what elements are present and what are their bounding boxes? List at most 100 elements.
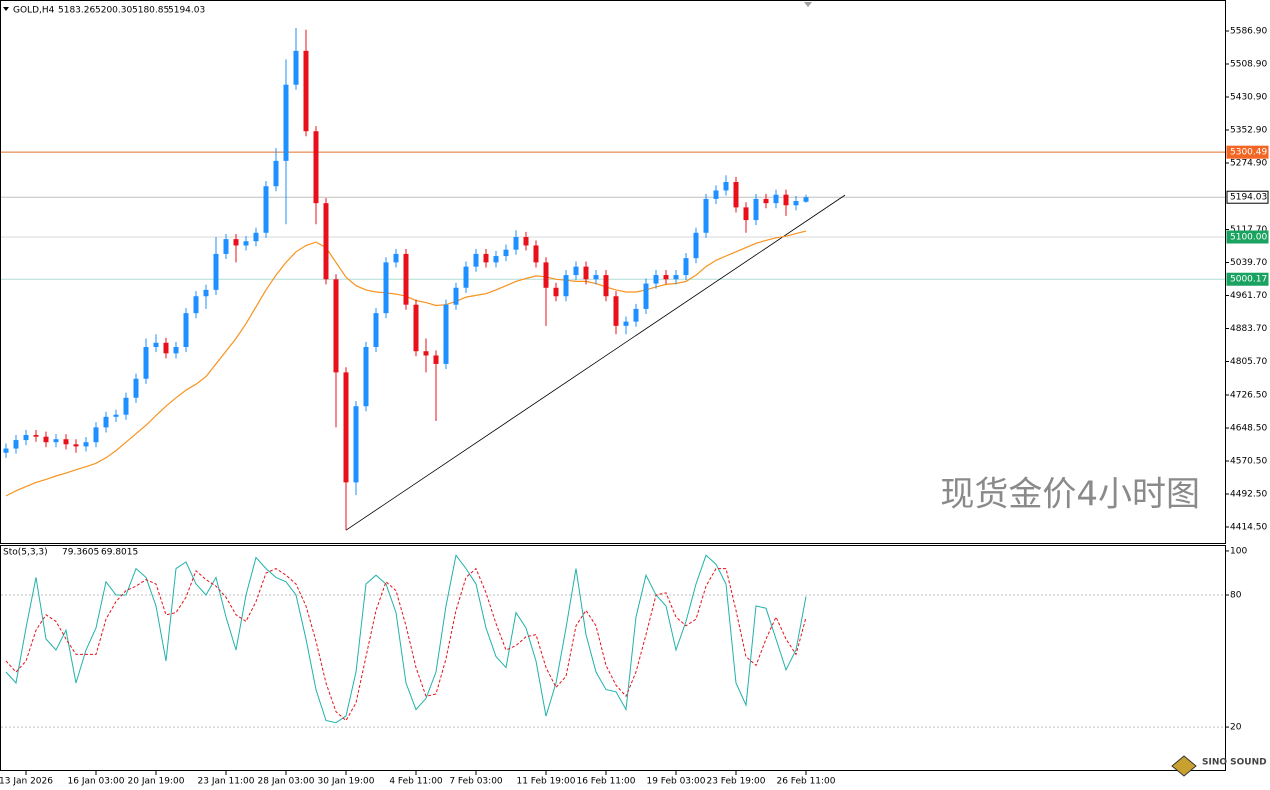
candle-body <box>43 436 49 443</box>
price-level-box <box>1226 145 1269 159</box>
candle <box>653 269 659 289</box>
candle-body <box>383 262 389 314</box>
candle <box>783 189 789 216</box>
candle <box>123 392 129 420</box>
candle-body <box>593 275 599 280</box>
quote-close: 5194.03 <box>168 6 205 16</box>
candle-body <box>253 232 259 242</box>
watermark: 现货金价4小时图 <box>940 475 1200 515</box>
x-tick-label: 16 Feb 11:00 <box>576 777 635 787</box>
candle <box>443 299 449 369</box>
candle-body <box>713 190 719 199</box>
x-tick-label: 13 Jan 2026 <box>0 777 53 787</box>
candle <box>723 175 729 196</box>
candle <box>613 291 619 335</box>
candle-body <box>213 253 219 290</box>
candle-body <box>613 296 619 326</box>
candle <box>313 126 319 225</box>
candle-body <box>743 207 749 221</box>
stochastic-panel <box>0 545 1226 771</box>
candle <box>473 248 479 272</box>
candle-body <box>133 378 139 398</box>
candle-body <box>243 241 249 246</box>
candle-body <box>323 203 329 280</box>
x-tick-label: 20 Jan 19:00 <box>128 777 185 787</box>
candle-body <box>453 287 459 305</box>
candle-body <box>33 434 39 437</box>
candle-body <box>373 313 379 347</box>
candle <box>803 194 809 203</box>
candle <box>3 443 9 458</box>
candle <box>663 269 669 285</box>
x-tick-label: 23 Feb 19:00 <box>706 777 765 787</box>
candle <box>213 236 219 295</box>
candle <box>463 261 469 293</box>
candle-body <box>343 372 349 483</box>
candle <box>73 439 79 453</box>
candle <box>373 308 379 353</box>
candle <box>703 193 709 238</box>
candle <box>273 148 279 192</box>
candle-body <box>23 434 29 441</box>
y-tick-label: 5039.70 <box>1230 258 1267 268</box>
candle <box>253 227 259 247</box>
candle <box>513 230 519 255</box>
candle <box>643 278 649 314</box>
x-tick-label: 23 Jan 11:00 <box>198 777 255 787</box>
candle-body <box>423 351 429 356</box>
y-tick-label: 4570.50 <box>1230 457 1267 467</box>
candle <box>553 282 559 302</box>
candle <box>93 422 99 448</box>
candle <box>143 338 149 384</box>
candle <box>193 291 199 319</box>
y-tick-label: 5352.90 <box>1230 126 1267 136</box>
stochastic-signal-value: 69.8015 <box>101 548 138 558</box>
x-tick-label: 30 Jan 19:00 <box>318 777 375 787</box>
candle-body <box>63 439 69 445</box>
candle <box>753 193 759 226</box>
candle <box>393 248 399 268</box>
candle-body <box>663 275 669 280</box>
candle-body <box>193 296 199 314</box>
candle <box>453 282 459 310</box>
candle <box>523 231 529 251</box>
candle-body <box>173 346 179 354</box>
candle <box>773 189 779 209</box>
quote-open: 5183.26 <box>58 6 95 16</box>
x-tick-label: 16 Jan 03:00 <box>68 777 125 787</box>
candle <box>183 308 189 353</box>
candle-body <box>533 245 539 263</box>
candle-body <box>543 262 549 288</box>
candle-body <box>653 275 659 284</box>
candle-body <box>393 253 399 263</box>
candle-body <box>773 194 779 204</box>
candle-body <box>203 289 209 297</box>
main-panel <box>0 0 1226 544</box>
x-tick-label: 26 Feb 11:00 <box>776 777 835 787</box>
price-level-label: 5000.17 <box>1230 275 1267 285</box>
x-tick-label: 28 Jan 03:00 <box>258 777 315 787</box>
candle-body <box>333 279 339 373</box>
candle <box>243 236 249 251</box>
candle <box>153 334 159 353</box>
candle-body <box>433 355 439 364</box>
candle <box>303 29 309 137</box>
candle-body <box>163 342 169 354</box>
candle-body <box>233 239 239 246</box>
y-tick-label: 4414.50 <box>1230 523 1267 533</box>
candle-body <box>363 346 369 407</box>
stochastic-main-value: 79.3605 <box>62 548 99 558</box>
candle-body <box>123 397 129 415</box>
candle <box>483 248 489 268</box>
candle <box>743 202 749 233</box>
candle-body <box>303 50 309 132</box>
candle <box>43 431 49 448</box>
candle-body <box>223 239 229 254</box>
candle <box>593 269 599 285</box>
candle-body <box>643 283 649 309</box>
candle-body <box>793 201 799 206</box>
quote-low: 5180.85 <box>132 6 169 16</box>
candle <box>233 234 239 263</box>
